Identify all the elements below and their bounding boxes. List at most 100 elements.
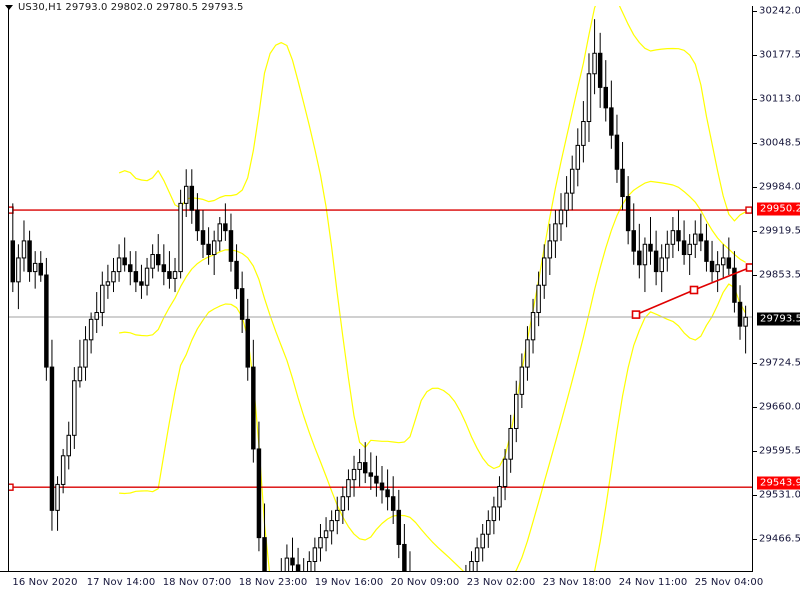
candle bbox=[105, 264, 111, 299]
candle bbox=[122, 237, 127, 272]
candle bbox=[335, 496, 340, 535]
candle bbox=[10, 203, 16, 293]
price-label: 29984.0 bbox=[759, 181, 800, 193]
trendline-handle[interactable] bbox=[689, 285, 699, 295]
candle bbox=[637, 223, 642, 279]
price-tick bbox=[753, 407, 757, 408]
chart-header: US30,H1 29793.0 29802.0 29780.5 29793.5 bbox=[0, 0, 800, 14]
candle bbox=[88, 312, 94, 354]
trendline-handle[interactable] bbox=[745, 263, 753, 272]
candle bbox=[211, 230, 217, 275]
candle bbox=[49, 339, 55, 531]
candle bbox=[737, 285, 743, 340]
trendline-group[interactable] bbox=[631, 263, 753, 319]
candle bbox=[357, 448, 362, 487]
candle bbox=[323, 517, 329, 552]
candle bbox=[295, 547, 301, 571]
candle bbox=[178, 189, 183, 279]
candle bbox=[60, 448, 66, 494]
price-label: 30048.5 bbox=[759, 137, 800, 149]
trendline-handle[interactable] bbox=[631, 310, 641, 319]
candle bbox=[508, 414, 513, 473]
bollinger-bands-group bbox=[118, 6, 747, 571]
price-tick bbox=[753, 99, 757, 100]
candle bbox=[32, 251, 38, 289]
candle bbox=[592, 19, 597, 95]
candle bbox=[374, 455, 379, 497]
candle bbox=[189, 169, 195, 224]
candle bbox=[620, 141, 625, 211]
candle bbox=[609, 80, 614, 149]
candle bbox=[38, 251, 44, 282]
candle bbox=[167, 251, 172, 289]
candle bbox=[687, 234, 692, 275]
candle bbox=[732, 251, 737, 313]
candle bbox=[83, 326, 88, 381]
candle bbox=[66, 421, 71, 470]
candle bbox=[346, 469, 351, 511]
plot-border-left bbox=[8, 6, 9, 572]
candle bbox=[581, 101, 586, 163]
level-handle-right[interactable] bbox=[745, 206, 752, 214]
time-label: 16 Nov 2020 bbox=[12, 577, 78, 588]
candle bbox=[256, 421, 262, 552]
candle bbox=[133, 251, 139, 293]
price-tick bbox=[753, 275, 757, 276]
current-price-badge[interactable]: 29793.5 bbox=[757, 312, 800, 326]
time-axis[interactable]: 16 Nov 2020 17 Nov 14:00 18 Nov 07:00 18 No… bbox=[0, 572, 800, 600]
price-label: 30242.0 bbox=[759, 5, 800, 17]
time-label: 24 Nov 11:00 bbox=[618, 577, 688, 588]
price-tick bbox=[753, 451, 757, 452]
level-price-badge[interactable]: 29950.2 bbox=[757, 202, 800, 216]
level-handle-left[interactable] bbox=[8, 483, 14, 491]
candle bbox=[402, 523, 407, 571]
candle bbox=[530, 298, 536, 354]
time-label: 23 Nov 18:00 bbox=[542, 577, 612, 588]
candle bbox=[648, 217, 653, 265]
candle bbox=[27, 230, 32, 282]
candle bbox=[743, 305, 748, 354]
candle bbox=[491, 496, 497, 535]
price-tick bbox=[753, 363, 757, 364]
level-price-badge[interactable]: 29543.9 bbox=[757, 476, 800, 490]
candle bbox=[228, 213, 234, 272]
candle bbox=[721, 244, 726, 279]
candle bbox=[693, 220, 698, 258]
candle bbox=[642, 237, 648, 293]
chart-plot-area[interactable] bbox=[8, 6, 752, 571]
candle bbox=[390, 476, 396, 524]
time-label: 18 Nov 23:00 bbox=[238, 577, 308, 588]
price-axis[interactable]: 30242.0 30177.5 30113.0 30048.5 29984.0 29919… bbox=[753, 0, 800, 600]
candle bbox=[100, 271, 105, 327]
symbol-ohlc-label: US30,H1 29793.0 29802.0 29780.5 29793.5 bbox=[18, 1, 244, 13]
candle bbox=[480, 523, 485, 562]
price-tick bbox=[753, 495, 757, 496]
candle bbox=[514, 380, 519, 443]
price-label: 29919.5 bbox=[759, 225, 800, 237]
candle bbox=[659, 244, 664, 293]
candle bbox=[698, 213, 704, 252]
price-label: 30177.5 bbox=[759, 49, 800, 61]
candle bbox=[569, 155, 575, 211]
candle bbox=[486, 510, 491, 548]
candle bbox=[223, 203, 228, 241]
triangle-down-icon[interactable] bbox=[5, 5, 13, 10]
candles-group bbox=[10, 19, 748, 571]
candle bbox=[94, 292, 99, 333]
time-label: 17 Nov 14:00 bbox=[86, 577, 156, 588]
price-tick bbox=[753, 231, 757, 232]
candle bbox=[653, 230, 659, 286]
candle bbox=[603, 60, 609, 122]
time-label: 25 Nov 04:00 bbox=[694, 577, 764, 588]
price-tick bbox=[753, 11, 757, 12]
candle bbox=[547, 223, 553, 275]
price-label: 29853.5 bbox=[759, 269, 800, 281]
candle bbox=[77, 339, 83, 388]
candle bbox=[195, 193, 200, 241]
price-label: 30113.0 bbox=[759, 93, 800, 105]
candle bbox=[307, 551, 312, 571]
candle bbox=[303, 558, 305, 571]
candle bbox=[681, 220, 687, 265]
candle bbox=[150, 244, 155, 279]
